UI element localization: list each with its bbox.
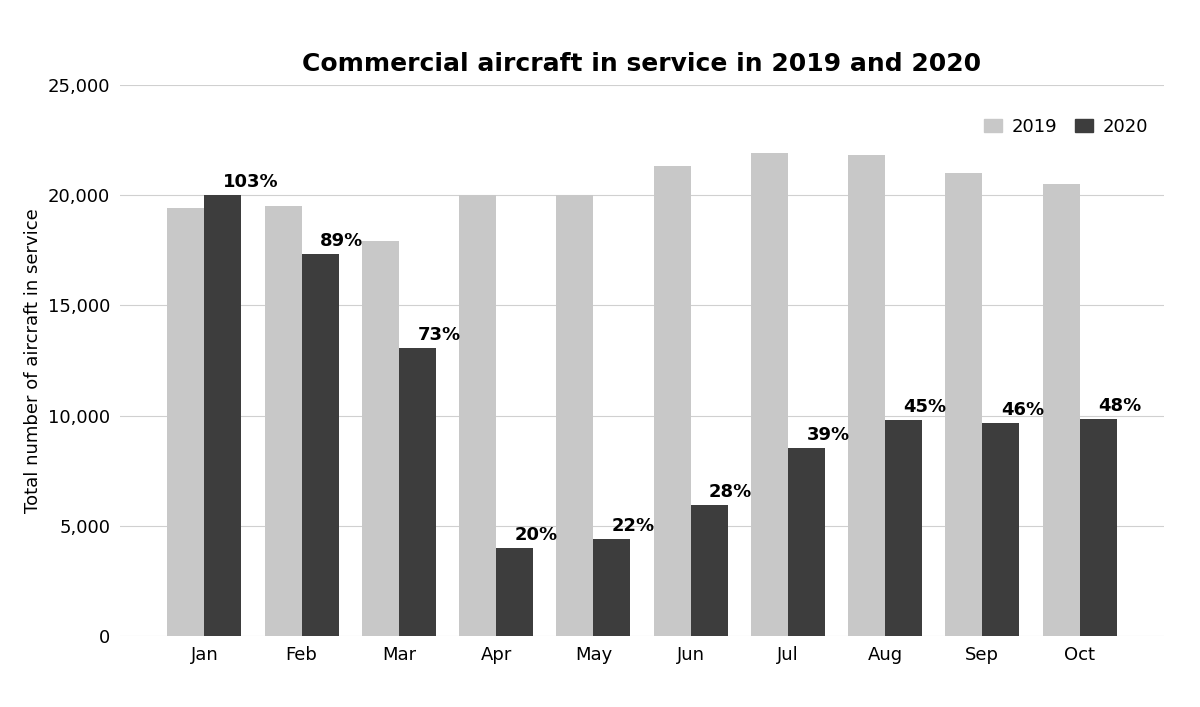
- Bar: [848, 156, 886, 636]
- Bar: [362, 242, 398, 636]
- Bar: [204, 195, 241, 636]
- Bar: [983, 423, 1019, 636]
- Bar: [1043, 184, 1080, 636]
- Title: Commercial aircraft in service in 2019 and 2020: Commercial aircraft in service in 2019 a…: [302, 52, 982, 76]
- Text: 22%: 22%: [612, 518, 655, 535]
- Bar: [301, 254, 338, 636]
- Bar: [557, 195, 593, 636]
- Bar: [691, 505, 727, 636]
- Bar: [788, 448, 824, 636]
- Bar: [398, 349, 436, 636]
- Bar: [886, 420, 922, 636]
- Bar: [265, 206, 301, 636]
- Text: 20%: 20%: [515, 526, 558, 544]
- Bar: [946, 173, 983, 636]
- Bar: [496, 548, 533, 636]
- Bar: [751, 153, 788, 636]
- Text: 45%: 45%: [904, 398, 947, 416]
- Bar: [654, 166, 691, 636]
- Text: 39%: 39%: [806, 426, 850, 444]
- Bar: [593, 539, 630, 636]
- Legend: 2019, 2020: 2019, 2020: [977, 110, 1154, 143]
- Text: 73%: 73%: [418, 327, 461, 344]
- Text: 89%: 89%: [320, 232, 364, 250]
- Y-axis label: Total number of aircraft in service: Total number of aircraft in service: [24, 208, 42, 513]
- Bar: [460, 195, 496, 636]
- Text: 28%: 28%: [709, 483, 752, 501]
- Text: 103%: 103%: [223, 173, 278, 191]
- Bar: [168, 209, 204, 636]
- Bar: [1080, 419, 1116, 636]
- Text: 48%: 48%: [1098, 397, 1141, 415]
- Text: 46%: 46%: [1001, 402, 1044, 419]
